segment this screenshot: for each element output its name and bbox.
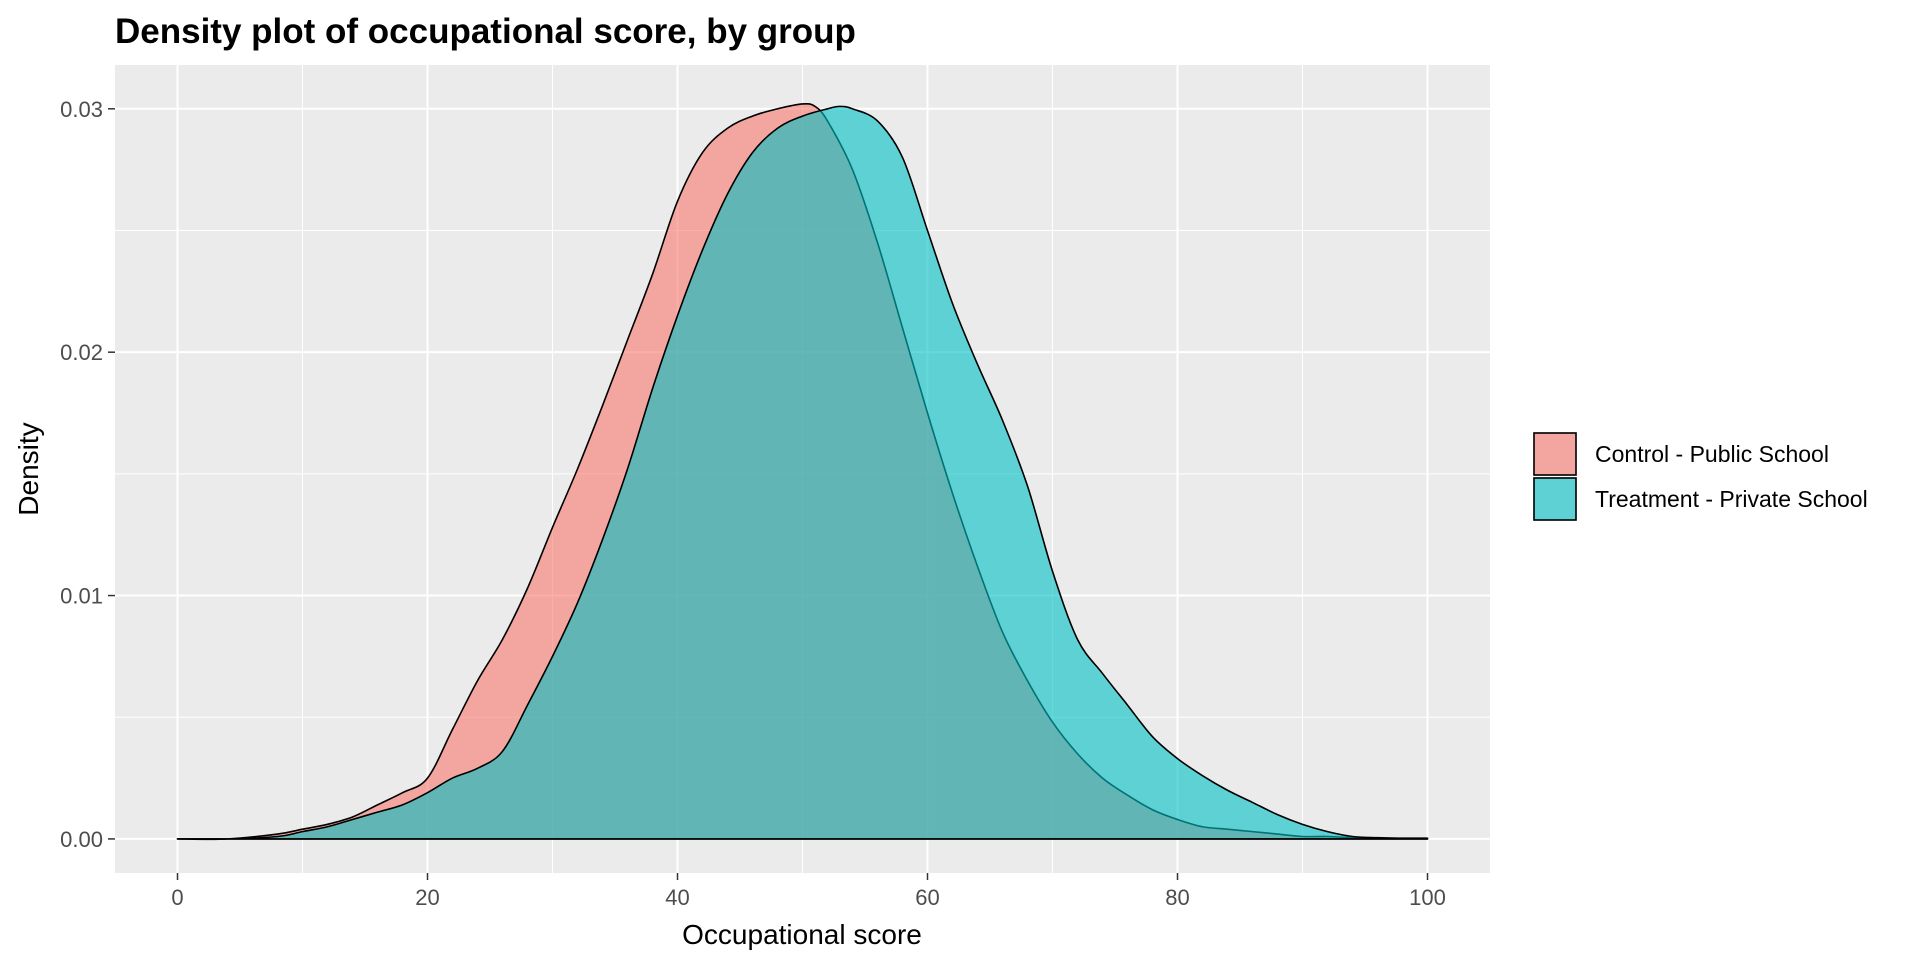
- legend-label-control: Control - Public School: [1595, 441, 1829, 467]
- x-tick-label: 20: [415, 885, 439, 910]
- x-tick-label: 60: [915, 885, 939, 910]
- x-tick-label: 0: [171, 885, 183, 910]
- legend-label-treatment: Treatment - Private School: [1595, 486, 1868, 512]
- y-tick-label: 0.01: [60, 584, 103, 609]
- x-axis-title: Occupational score: [682, 919, 922, 950]
- legend-swatch-treatment: [1534, 478, 1576, 520]
- y-tick-label: 0.03: [60, 97, 103, 122]
- x-tick-label: 80: [1165, 885, 1189, 910]
- x-tick-label: 40: [665, 885, 689, 910]
- y-axis-title: Density: [13, 422, 44, 515]
- y-tick-label: 0.02: [60, 340, 103, 365]
- y-tick-labels: 0.00 0.01 0.02 0.03: [60, 97, 103, 852]
- chart-title: Density plot of occupational score, by g…: [115, 12, 856, 51]
- legend-swatch-control: [1534, 433, 1576, 475]
- x-tick-labels: 0 20 40 60 80 100: [171, 885, 1445, 910]
- y-tick-label: 0.00: [60, 827, 103, 852]
- legend: Control - Public School Treatment - Priva…: [1533, 432, 1868, 521]
- x-tick-label: 100: [1409, 885, 1446, 910]
